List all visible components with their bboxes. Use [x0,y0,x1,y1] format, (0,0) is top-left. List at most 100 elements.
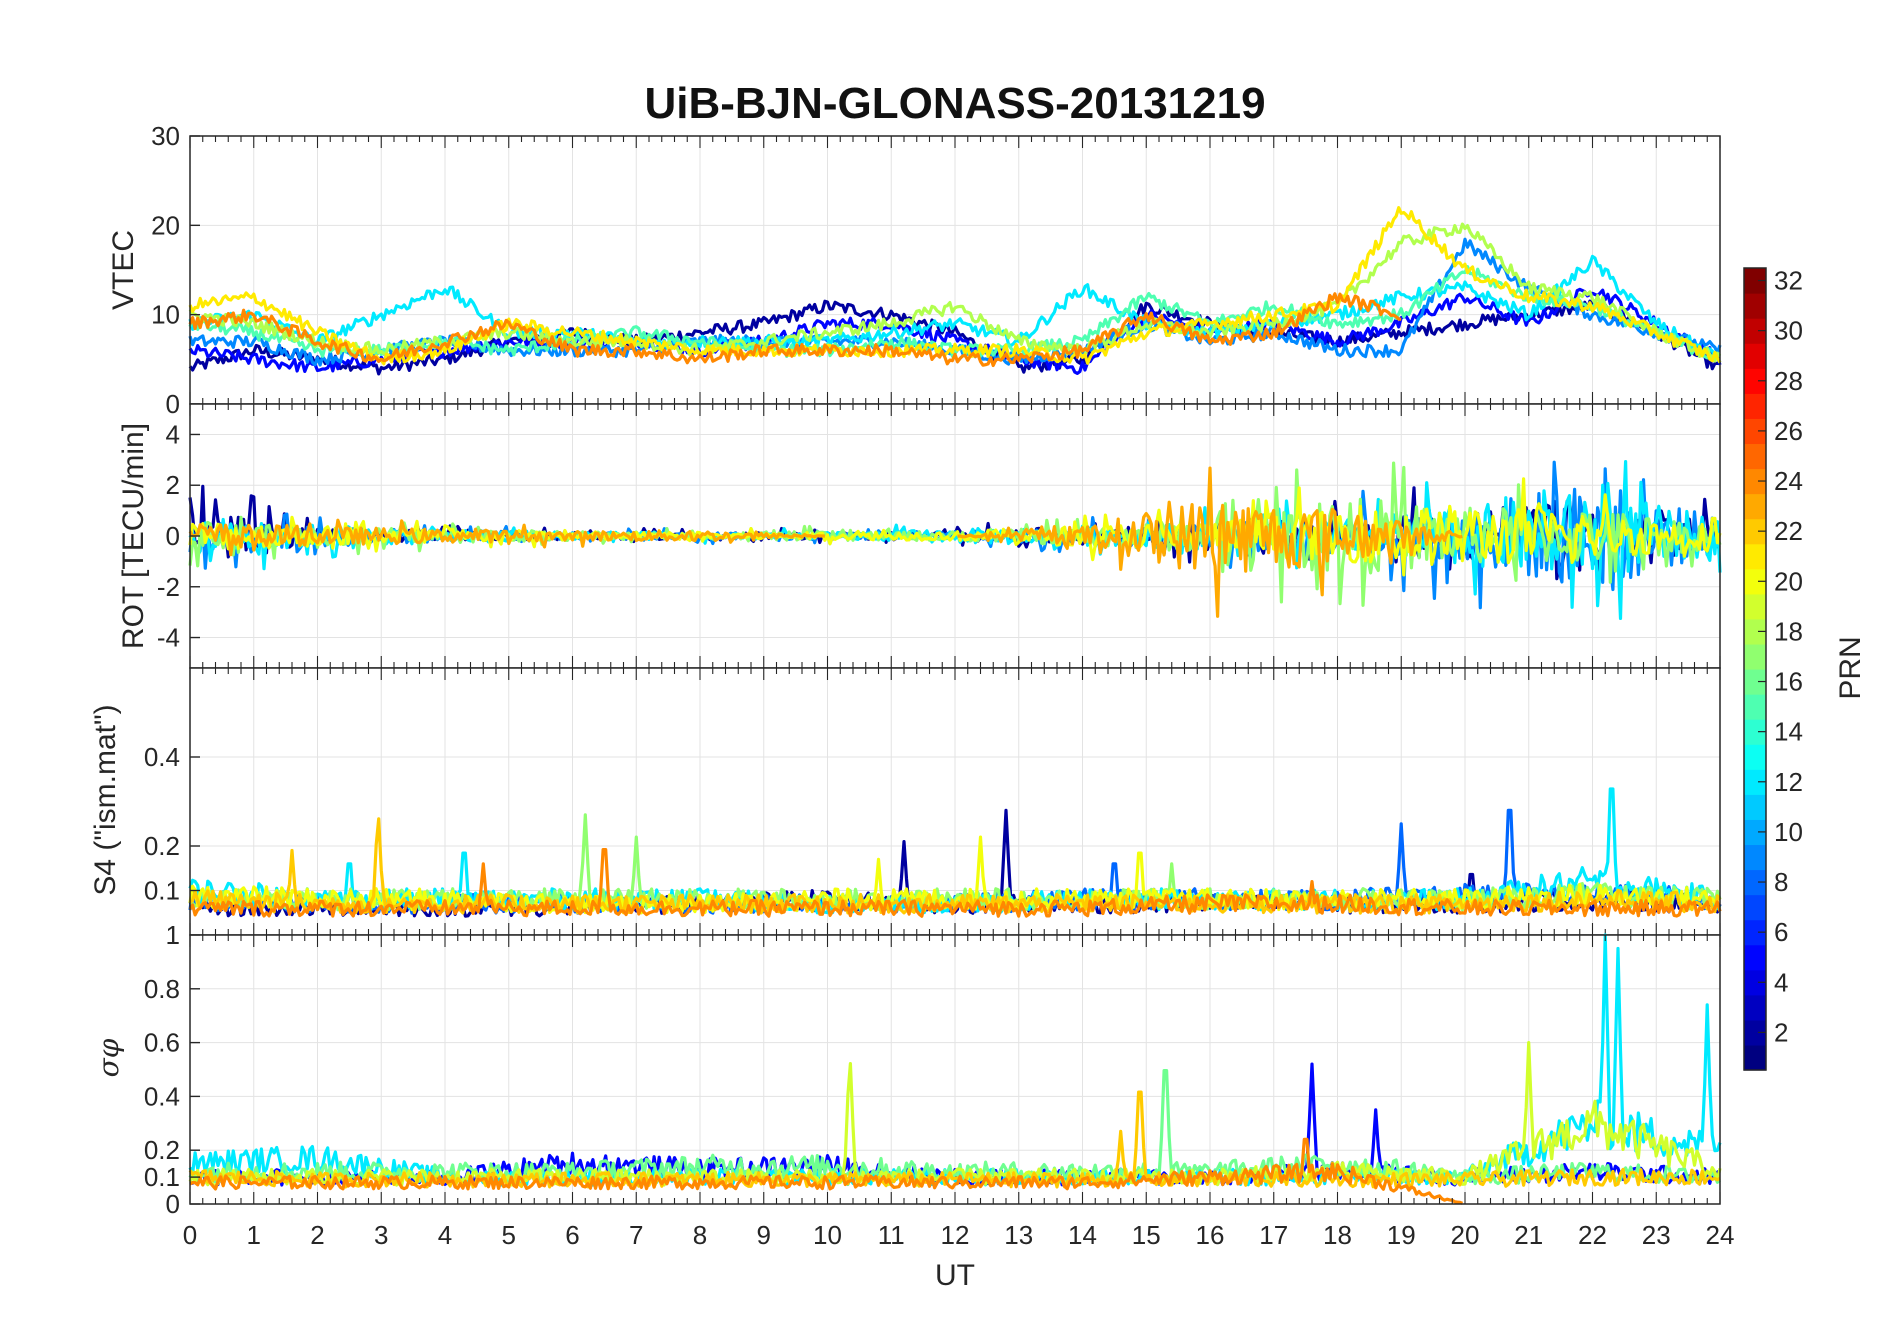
colorbar-band [1744,744,1766,770]
y-tick-label: 0.6 [144,1028,180,1058]
x-tick-label: 11 [878,1220,905,1250]
colorbar-tick-label: 14 [1774,717,1803,747]
x-tick-label: 3 [374,1220,388,1250]
colorbar-band [1744,468,1766,495]
y-tick-label: 30 [151,121,180,151]
x-tick-label: 9 [757,1220,771,1250]
colorbar-band [1744,593,1766,620]
x-tick-label: 17 [1259,1220,1288,1250]
y-label-s4: S4 ("ism.mat") [89,704,122,895]
colorbar-tick-label: 32 [1774,266,1803,296]
y-tick-label: 0 [166,1189,180,1219]
colorbar-band [1744,719,1766,745]
colorbar-band [1744,694,1766,720]
colorbar-band [1744,1019,1766,1046]
y-tick-label: 2 [166,470,180,500]
colorbar-band [1744,969,1766,996]
x-tick-label: 8 [693,1220,707,1250]
colorbar-band [1744,794,1766,820]
colorbar-tick-label: 30 [1774,316,1803,346]
x-tick-label: 24 [1706,1220,1735,1250]
colorbar-band [1744,518,1766,545]
colorbar-band [1744,618,1766,645]
colorbar-band [1744,543,1766,570]
x-tick-label: 12 [941,1220,970,1250]
panel-sigma-phi: 00.10.2 0.4 0.6 0.8 1 σφ [92,920,1722,1219]
colorbar-band [1744,568,1766,595]
x-tick-label: 21 [1514,1220,1543,1250]
y-tick-label: 0.8 [144,974,180,1004]
colorbar-band [1744,393,1766,419]
x-tick-label: 15 [1132,1220,1161,1250]
x-tick-label: 0 [183,1220,197,1250]
panel-vtec: 0 10 20 30 VTEC [107,121,1722,419]
colorbar-band [1744,493,1766,520]
y-tick-label: 0.2 [144,831,180,861]
colorbar-tick-label: 28 [1774,366,1803,396]
y-label-vtec: VTEC [107,230,140,310]
x-tick-label: 22 [1578,1220,1607,1250]
y-tick-label: -4 [157,623,180,653]
x-axis-label: UT [935,1259,975,1292]
x-tick-label: 14 [1068,1220,1097,1250]
series-prn-24 [189,1137,1464,1205]
y-tick-label: 0.1 [144,1162,180,1192]
series-prn-2 [188,299,1721,376]
series-prn-23 [188,466,1463,618]
x-tick-label: 18 [1323,1220,1352,1250]
x-tick-label: 19 [1387,1220,1416,1250]
colorbar-band [1744,443,1766,470]
colorbar-band [1744,994,1766,1021]
y-tick-label: 20 [151,210,180,240]
y-label-sigma-phi: σφ [92,1038,125,1077]
y-tick-label: 1 [166,920,180,950]
x-tick-label: 2 [310,1220,324,1250]
colorbar-tick-label: 6 [1774,917,1788,947]
colorbar-tick-label: 8 [1774,867,1788,897]
colorbar-tick-label: 18 [1774,616,1803,646]
x-tick-label: 13 [1004,1220,1033,1250]
colorbar-tick-label: 24 [1774,466,1803,496]
x-tick-label: 16 [1196,1220,1225,1250]
colorbar-label: PRN [1834,636,1867,699]
x-tick-label: 5 [502,1220,516,1250]
x-tick-label: 10 [813,1220,842,1250]
colorbar-band [1744,293,1766,319]
panel-s4: 0.1 0.2 0.4 S4 ("ism.mat") [89,667,1722,936]
colorbar-frame [1743,267,1767,1071]
series-prn-20 [188,477,1722,577]
y-tick-label: 0.4 [144,1081,180,1111]
colorbar-tick-label: 22 [1774,516,1803,546]
colorbar-tick-label: 10 [1774,817,1803,847]
y-tick-label: 0.4 [144,742,180,772]
x-axis-ticks: 0 1 2 3 4 5 6 7 8 9 10 11 12 13 14 15 16 17 18 19 20 21 22 23 24 [183,1220,1735,1250]
panel-rot: -4 -2 0 2 4 ROT [TECU/min] [117,403,1722,669]
x-tick-label: 20 [1451,1220,1480,1250]
colorbar-band [1744,418,1766,445]
y-tick-label: 0.2 [144,1135,180,1165]
y-label-rot: ROT [TECU/min] [117,423,150,649]
colorbar-tick-label: 16 [1774,667,1803,697]
series-prn-24 [188,848,1722,918]
colorbar-band [1744,819,1766,846]
x-tick-label: 1 [247,1220,261,1250]
colorbar-band [1744,1044,1766,1071]
x-tick-label: 7 [629,1220,643,1250]
colorbar-tick-label: 2 [1774,1017,1788,1047]
x-tick-label: 23 [1642,1220,1671,1250]
chart-title: UiB-BJN-GLONASS-20131219 [644,79,1265,128]
colorbar-band [1744,368,1766,394]
colorbar-band [1744,919,1766,946]
colorbar-band [1744,318,1766,344]
axes-frame [189,934,1721,1205]
y-tick-label: 10 [151,300,180,330]
series-prn-12 [188,254,1722,364]
colorbar-tick-label: 26 [1774,416,1803,446]
colorbar-band [1744,643,1766,670]
colorbar-tick-label: 20 [1774,566,1803,596]
series-prn-21 [188,206,1722,366]
y-tick-label: 0 [166,521,180,551]
colorbar-band [1744,669,1766,695]
